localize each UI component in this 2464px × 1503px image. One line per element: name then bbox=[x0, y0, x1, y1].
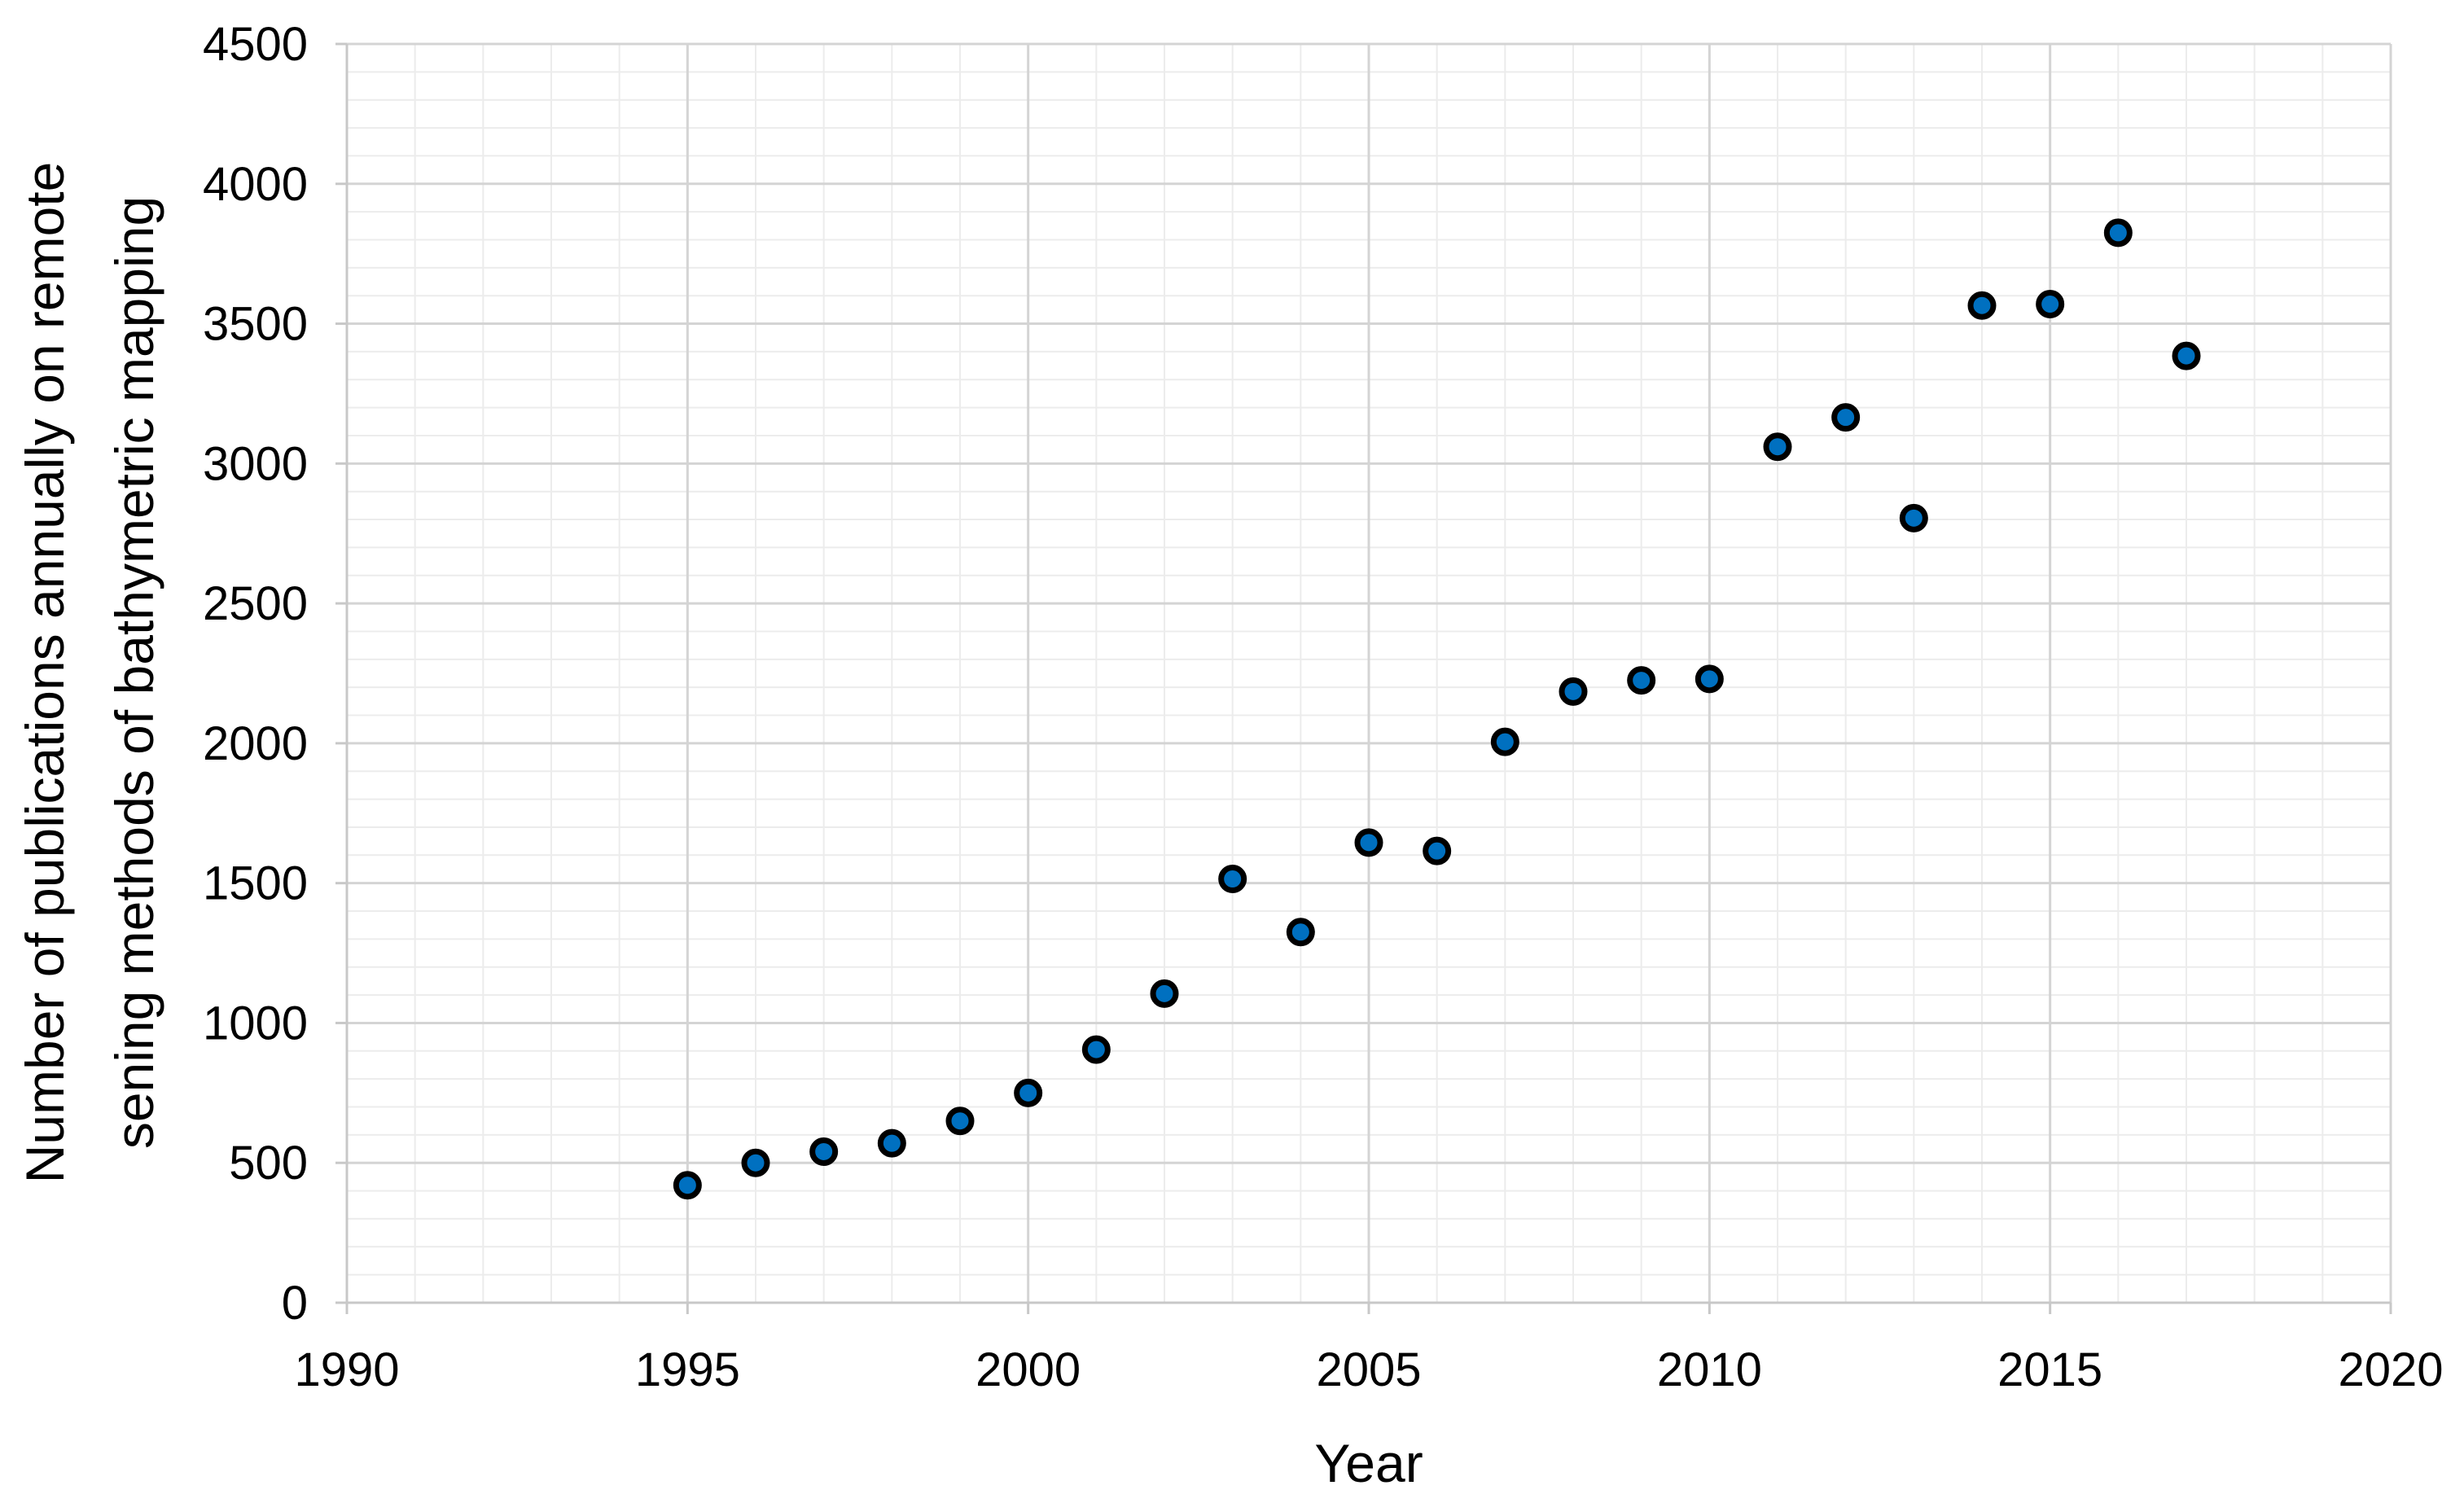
x-axis-title: Year bbox=[1314, 1433, 1423, 1493]
data-point bbox=[1081, 1035, 1111, 1064]
data-point bbox=[2172, 341, 2201, 370]
x-tick-label: 2010 bbox=[1657, 1343, 1762, 1396]
y-tick-label: 2000 bbox=[203, 717, 308, 770]
data-point bbox=[1354, 828, 1383, 857]
data-point bbox=[1014, 1078, 1043, 1107]
data-point bbox=[877, 1128, 906, 1158]
data-point bbox=[1286, 918, 1315, 947]
y-tick-label: 4500 bbox=[203, 18, 308, 71]
data-point bbox=[1559, 677, 1588, 706]
data-point bbox=[1695, 664, 1724, 694]
y-axis-title-line-1: Number of publications annually on remot… bbox=[15, 162, 75, 1184]
x-tick-label: 2000 bbox=[976, 1343, 1081, 1396]
y-axis-title-line-2: sening methods of bathymetric mapping bbox=[104, 196, 164, 1149]
major-gridlines bbox=[345, 42, 2392, 1304]
data-point bbox=[1763, 432, 1792, 462]
y-tick-label: 3000 bbox=[203, 437, 308, 490]
x-tick-label: 1995 bbox=[635, 1343, 740, 1396]
data-point bbox=[1967, 291, 1997, 320]
y-tick-label: 1000 bbox=[203, 997, 308, 1049]
axes bbox=[335, 42, 2392, 1314]
data-point bbox=[1831, 403, 1861, 432]
data-point bbox=[1150, 979, 1179, 1008]
y-tick-label: 0 bbox=[282, 1277, 308, 1330]
x-tick-labels: 1990 1995 2000 2005 2010 2015 2020 bbox=[294, 1343, 2443, 1396]
data-point bbox=[741, 1148, 770, 1177]
data-point bbox=[673, 1171, 702, 1200]
data-point bbox=[1899, 503, 1928, 532]
data-point bbox=[1490, 727, 1519, 756]
x-tick-label: 2015 bbox=[1997, 1343, 2102, 1396]
data-point bbox=[1218, 865, 1247, 894]
data-point bbox=[809, 1137, 839, 1166]
data-point bbox=[945, 1106, 975, 1136]
x-tick-label: 1990 bbox=[294, 1343, 399, 1396]
y-tick-label: 4000 bbox=[203, 158, 308, 211]
data-point bbox=[1627, 666, 1656, 695]
y-tick-label: 500 bbox=[229, 1137, 308, 1190]
y-tick-label: 1500 bbox=[203, 857, 308, 910]
data-points bbox=[673, 218, 2201, 1200]
data-point bbox=[2103, 218, 2133, 248]
y-tick-labels: 0 500 1000 1500 2000 2500 3000 3500 4000 4500 bbox=[203, 18, 308, 1330]
x-tick-label: 2020 bbox=[2338, 1343, 2443, 1396]
x-tick-label: 2005 bbox=[1316, 1343, 1421, 1396]
data-point bbox=[1423, 836, 1452, 865]
data-point bbox=[2036, 290, 2065, 319]
y-tick-label: 3500 bbox=[203, 298, 308, 351]
y-tick-label: 2500 bbox=[203, 577, 308, 630]
